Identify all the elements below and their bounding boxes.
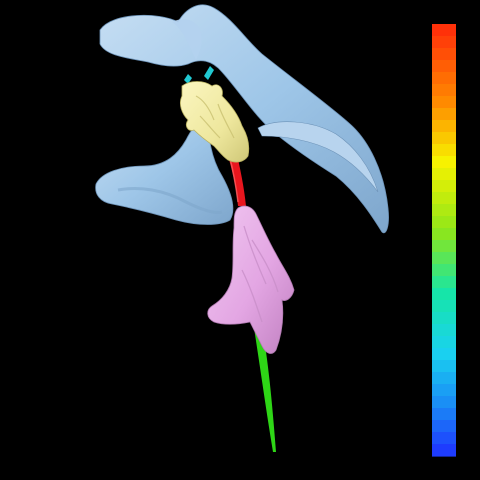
colorbar-band	[432, 108, 456, 121]
colorbar-band	[432, 396, 456, 409]
yellow-structure	[180, 81, 250, 163]
colorbar-band	[432, 192, 456, 205]
colorbar-band	[432, 24, 456, 37]
colorbar-band	[432, 60, 456, 73]
ventricle-structure	[95, 4, 389, 234]
colorbar-band	[432, 372, 456, 385]
colorbar-band	[432, 168, 456, 181]
colorbar-band	[432, 360, 456, 373]
colorbar-band	[432, 252, 456, 265]
colorbar-band	[432, 408, 456, 421]
colorbar-band	[432, 324, 456, 337]
colorbar-band	[432, 48, 456, 61]
colorbar-band	[432, 420, 456, 433]
colorbar-band	[432, 276, 456, 289]
colorbar-band	[432, 180, 456, 193]
colorbar-band	[432, 288, 456, 301]
colorbar-band	[432, 72, 456, 85]
colorbar-band	[432, 36, 456, 49]
cyan-fragment	[184, 66, 214, 84]
colorbar-band	[432, 444, 456, 457]
colorbar-band	[432, 96, 456, 109]
colorbar-band	[432, 240, 456, 253]
colorbar-band	[432, 432, 456, 445]
colorbar-band	[432, 132, 456, 145]
colorbar-band	[432, 312, 456, 325]
colorbar-band	[432, 336, 456, 349]
colorbar-band	[432, 120, 456, 133]
colorbar-band	[432, 84, 456, 97]
colorbar-band	[432, 156, 456, 169]
green-tract-segment	[254, 326, 276, 452]
pink-structure	[207, 205, 295, 354]
colorbar-band	[432, 216, 456, 229]
colorbar-band	[432, 300, 456, 313]
colorbar-band	[432, 144, 456, 157]
colorbar-band	[432, 348, 456, 361]
colorbar-band	[432, 228, 456, 241]
colorbar-band	[432, 384, 456, 397]
colorbar-band	[432, 204, 456, 217]
colorbar	[432, 24, 456, 457]
colorbar-band	[432, 264, 456, 277]
